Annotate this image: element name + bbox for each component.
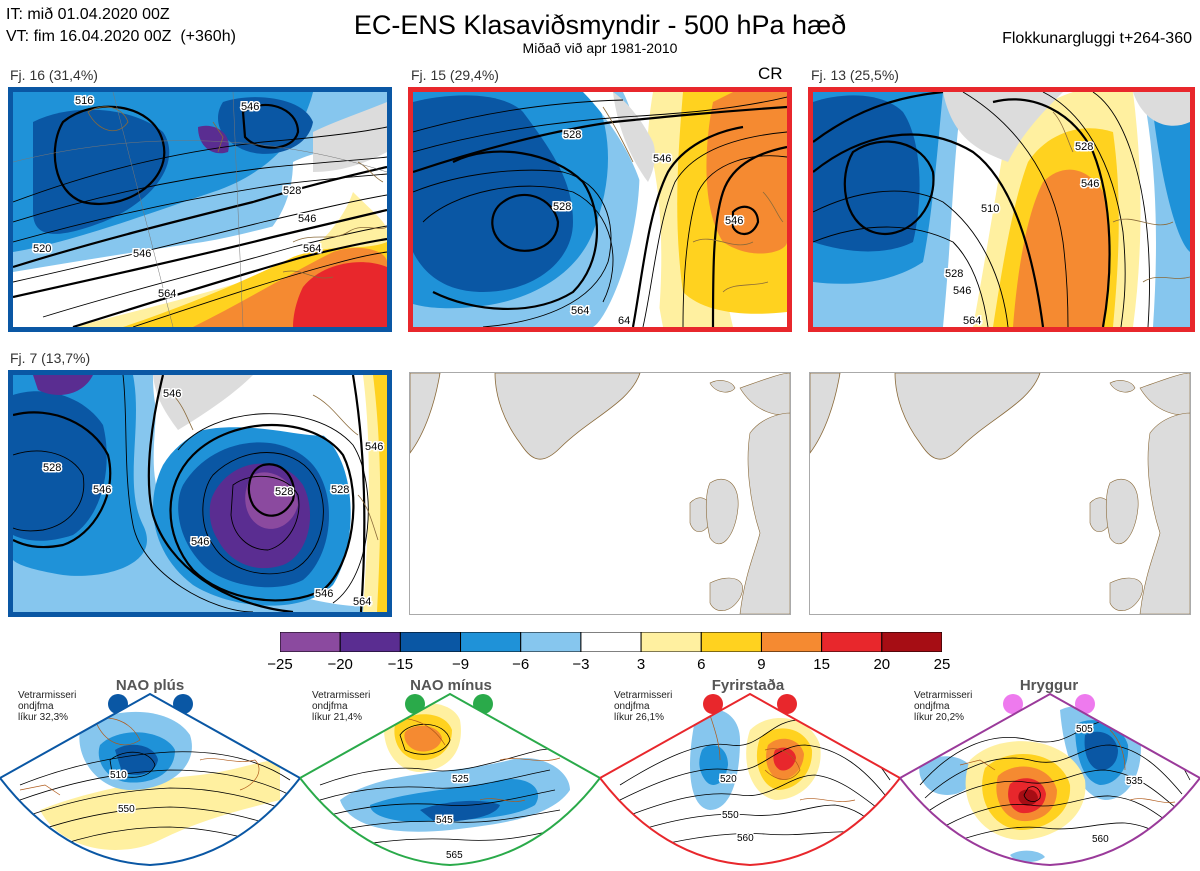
contour-label: 528 [945, 268, 963, 280]
colorbar-tick-label: 25 [933, 656, 951, 673]
regime-marker-2a [405, 694, 425, 714]
header-dates: IT: mið 01.04.2020 00Z VT: fim 16.04.202… [6, 4, 236, 48]
cluster-map-4: 546 528 546 528 546 546 528 546 564 [8, 370, 392, 617]
regime-title-3: Fyrirstaða [711, 677, 785, 694]
cluster-map-2: 528 546 528 546 564 64 [408, 87, 792, 332]
panel-label-1: Fj. 16 (31,4%) [10, 67, 98, 83]
cluster-map-1: 516 546 528 546 564 546 520 564 [8, 87, 392, 332]
regime-contour-label: 560 [1092, 834, 1109, 845]
regime-contour-label: 510 [110, 770, 127, 781]
contour-label: 510 [981, 203, 999, 215]
regime-contour-label: 550 [118, 804, 135, 815]
contour-label: 528 [563, 129, 581, 141]
empty-map-5 [409, 372, 791, 615]
regime-marker-3a [703, 694, 723, 714]
contour-label: 546 [315, 588, 333, 600]
regime-map-2: 525 545 565 [300, 692, 600, 867]
regime-contour-label: 565 [446, 850, 463, 861]
panel-2-cr-tag: CR [758, 64, 783, 83]
regime-note-4: Vetrarmisseri ondjfma líkur 20,2% [914, 690, 973, 723]
colorbar-segment [339, 631, 401, 653]
colorbar-tick-label: 6 [697, 656, 706, 673]
contour-label: 528 [283, 185, 301, 197]
regime-contour-label: 525 [452, 774, 469, 785]
colorbar-segment [520, 631, 582, 653]
colorbar-tick-label: −25 [267, 656, 293, 673]
contour-label: 528 [331, 484, 349, 496]
contour-label: 546 [191, 536, 209, 548]
init-time: IT: mið 01.04.2020 00Z [6, 6, 170, 23]
contour-label: 528 [43, 462, 61, 474]
contour-label: 564 [303, 243, 321, 255]
contour-label: 564 [963, 315, 981, 327]
contour-label: 528 [1075, 141, 1093, 153]
colorbar-segment [760, 631, 823, 653]
regime-contour-label: 545 [436, 815, 453, 826]
regime-contour-label: 520 [720, 774, 737, 785]
colorbar-segment [399, 631, 462, 653]
colorbar-tick-label: 20 [873, 656, 891, 673]
contour-label: 546 [953, 285, 971, 297]
contour-label: 546 [93, 484, 111, 496]
page-subtitle: Miðað við apr 1981-2010 [522, 40, 678, 56]
colorbar-tick-label: −3 [572, 656, 590, 673]
colorbar-segment [640, 631, 702, 653]
colorbar-segment [460, 631, 522, 653]
regime-title-4: Hryggur [1019, 677, 1079, 694]
colorbar-segment [700, 631, 762, 653]
contour-label: 546 [1081, 178, 1099, 190]
colorbar-tick-label: 9 [757, 656, 766, 673]
contour-label: 546 [365, 441, 383, 453]
contour-label: 64 [618, 315, 630, 327]
regime-title-1: NAO plús [115, 677, 185, 694]
contour-label: 520 [33, 243, 51, 255]
regime-map-3: 520 550 560 [600, 692, 900, 867]
colorbar-segment [881, 631, 943, 653]
colorbar-tick-label: 15 [813, 656, 830, 673]
contour-label: 546 [241, 101, 259, 113]
colorbar-tick-label: −9 [451, 656, 470, 673]
contour-label: 564 [353, 596, 371, 608]
contour-label: 528 [275, 486, 293, 498]
contour-label: 528 [553, 201, 571, 213]
contour-label: 546 [163, 388, 181, 400]
panel-label-3: Fj. 13 (25,5%) [811, 67, 899, 83]
regime-marker-4b [1075, 694, 1095, 714]
contour-label: 546 [653, 153, 671, 165]
regime-contour-label: 560 [737, 833, 754, 844]
empty-map-6 [809, 372, 1191, 615]
regime-marker-3b [777, 694, 797, 714]
contour-label: 546 [725, 215, 743, 227]
contour-label: 516 [75, 95, 93, 107]
contour-label: 546 [298, 213, 316, 225]
contour-label: 564 [158, 288, 176, 300]
cluster-map-3: 528 546 510 528 546 564 [808, 87, 1195, 332]
regime-map-1: 510 550 [0, 692, 300, 867]
regime-note-2: Vetrarmisseri ondjfma líkur 21,4% [312, 690, 371, 723]
classification-window: Flokkunargluggi t+264-360 [1002, 30, 1192, 47]
colorbar-segment [821, 631, 883, 653]
regime-contour-label: 535 [1126, 776, 1143, 787]
colorbar-tick-label: 3 [636, 656, 646, 673]
regime-title-2: NAO mínus [410, 677, 492, 694]
regime-note-1: Vetrarmisseri ondjfma líkur 32,3% [18, 690, 77, 723]
page-title: EC-ENS Klasaviðsmyndir - 500 hPa hæð [353, 10, 847, 40]
contour-label: 564 [571, 305, 589, 317]
colorbar-tick-label: −15 [387, 656, 414, 673]
colorbar-tick-label: −6 [512, 656, 530, 673]
regime-note-3: Vetrarmisseri ondjfma líkur 26,1% [614, 690, 673, 723]
valid-time: VT: fim 16.04.2020 00Z (+360h) [6, 28, 236, 45]
regime-marker-4a [1003, 694, 1023, 714]
regime-map-4: 505 535 560 [900, 692, 1200, 867]
panel-label-2: Fj. 15 (29,4%) [411, 67, 499, 83]
regime-contour-label: 550 [722, 810, 739, 821]
contour-label: 546 [133, 248, 151, 260]
regime-contour-label: 505 [1076, 724, 1093, 735]
colorbar-tick-label: −20 [327, 656, 353, 673]
colorbar [279, 631, 943, 653]
panel-label-4: Fj. 7 (13,7%) [10, 350, 91, 366]
colorbar-segment [580, 631, 642, 653]
colorbar-segment [279, 631, 341, 653]
